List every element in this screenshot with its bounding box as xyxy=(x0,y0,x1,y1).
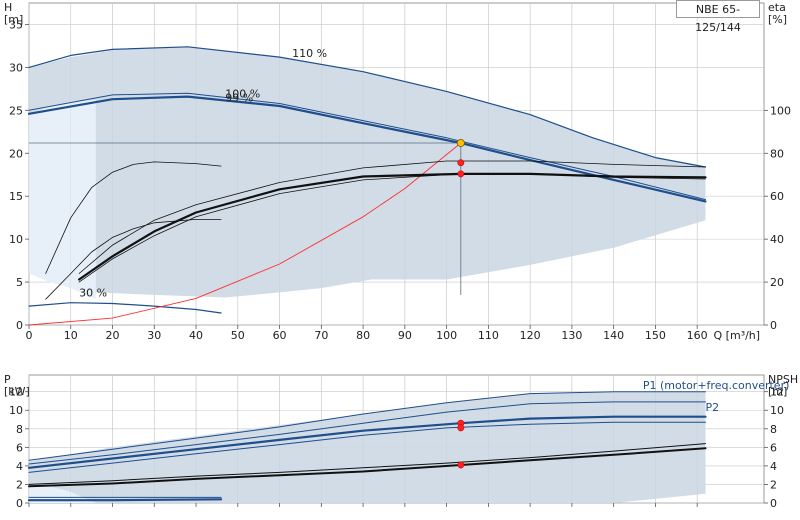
head-curve xyxy=(28,46,707,168)
left-axis-unit: [kW] xyxy=(4,385,30,398)
power-curve xyxy=(27,498,223,502)
x-axis-tick-label: 60 xyxy=(273,329,287,342)
right-axis-tick-label: 2 xyxy=(770,478,777,491)
x-axis-tick-label: 20 xyxy=(106,329,120,342)
right-axis-tick-label: 20 xyxy=(770,276,784,289)
left-axis-tick-label: 15 xyxy=(9,190,23,203)
npsh-curve xyxy=(28,447,707,488)
x-axis-tick-label: 130 xyxy=(561,329,582,342)
x-axis-tick-label: 80 xyxy=(356,329,370,342)
curve-annotation: 110 % xyxy=(292,47,327,60)
right-axis-tick-label: 0 xyxy=(770,319,777,332)
left-axis-label: H xyxy=(4,1,12,14)
x-axis-tick-label: 70 xyxy=(314,329,328,342)
power-npsh-panel: P1 (motor+freq.converter)P2024681012P[kW… xyxy=(4,373,798,510)
right-axis-tick-label: 80 xyxy=(770,147,784,160)
power-curve xyxy=(28,401,706,465)
x-axis-tick-label: 120 xyxy=(520,329,541,342)
efficiency-curve xyxy=(45,161,222,274)
x-axis-tick-label: 90 xyxy=(398,329,412,342)
right-axis-unit: [m] xyxy=(768,385,787,398)
left-axis-tick-label: 8 xyxy=(16,423,23,436)
x-axis-tick-label: 160 xyxy=(687,329,708,342)
left-axis-tick-label: 10 xyxy=(9,404,23,417)
right-axis-unit: [%] xyxy=(768,13,787,26)
left-axis-tick-label: 4 xyxy=(16,460,23,473)
power-curve xyxy=(28,391,706,461)
operating-marker xyxy=(457,159,465,167)
duty-point xyxy=(456,138,465,147)
curve-annotation: 99 % xyxy=(225,92,253,105)
system-curve xyxy=(28,142,462,326)
curve-annotation: 100 % xyxy=(225,87,260,100)
head-curve xyxy=(28,302,222,314)
left-axis-tick-label: 25 xyxy=(9,104,23,117)
left-axis-tick-label: 12 xyxy=(9,386,23,399)
power-curve xyxy=(27,415,707,469)
light-region xyxy=(29,100,96,300)
left-axis-unit: [m] xyxy=(4,13,23,26)
right-axis-tick-label: 60 xyxy=(770,190,784,203)
operating-marker xyxy=(457,424,465,432)
left-axis-tick-label: 35 xyxy=(9,18,23,31)
x-axis-tick-label: 140 xyxy=(603,329,624,342)
right-axis-tick-label: 100 xyxy=(770,104,791,117)
x-axis-tick-label: 50 xyxy=(231,329,245,342)
x-axis-tick-label: 100 xyxy=(436,329,457,342)
x-axis-tick-label: 30 xyxy=(147,329,161,342)
right-axis-tick-label: 6 xyxy=(770,441,777,454)
left-axis-label: P xyxy=(4,373,11,386)
x-axis-tick-label: 150 xyxy=(645,329,666,342)
head-curve xyxy=(27,95,707,203)
right-axis-label: NPSH xyxy=(768,373,798,386)
left-axis-tick-label: 5 xyxy=(16,276,23,289)
right-axis-tick-label: 12 xyxy=(770,386,784,399)
left-axis-tick-label: 0 xyxy=(16,497,23,510)
x-axis-tick-label: 10 xyxy=(64,329,78,342)
x-axis-tick-label: 40 xyxy=(189,329,203,342)
right-axis-tick-label: 0 xyxy=(770,497,777,510)
power-curve xyxy=(28,421,706,473)
left-axis-tick-label: 0 xyxy=(16,319,23,332)
curve-annotation: 30 % xyxy=(79,287,107,300)
right-axis-label: eta xyxy=(768,1,786,14)
x-axis-tick-label: 0 xyxy=(26,329,33,342)
head-curve xyxy=(28,92,706,201)
x-axis-tick-label: 110 xyxy=(478,329,499,342)
operating-region xyxy=(29,46,706,298)
curve-annotation: P1 (motor+freq.converter) xyxy=(643,379,790,392)
pump-model-label: NBE 65-125/144 xyxy=(676,0,760,34)
x-axis-label: Q [m³/h] xyxy=(714,329,761,342)
curve-annotation: P2 xyxy=(706,401,720,414)
npsh-curve xyxy=(28,443,706,485)
right-axis-tick-label: 4 xyxy=(770,460,777,473)
right-axis-tick-label: 8 xyxy=(770,423,777,436)
efficiency-curve xyxy=(78,160,706,274)
head-efficiency-panel: 110 % 100 %99 % 30 % 0 5 10 15 20 25 30 35 H[m] 0 20 4… xyxy=(4,1,791,342)
left-axis-tick-label: 6 xyxy=(16,441,23,454)
operating-marker xyxy=(457,170,465,178)
operating-marker xyxy=(457,461,465,469)
left-axis-tick-label: 30 xyxy=(9,61,23,74)
left-axis-tick-label: 2 xyxy=(16,478,23,491)
light-region xyxy=(29,486,96,503)
left-axis-tick-label: 10 xyxy=(9,233,23,246)
efficiency-curve xyxy=(78,173,706,283)
left-axis-tick-label: 20 xyxy=(9,147,23,160)
right-axis-tick-label: 10 xyxy=(770,404,784,417)
right-axis-tick-label: 40 xyxy=(770,233,784,246)
